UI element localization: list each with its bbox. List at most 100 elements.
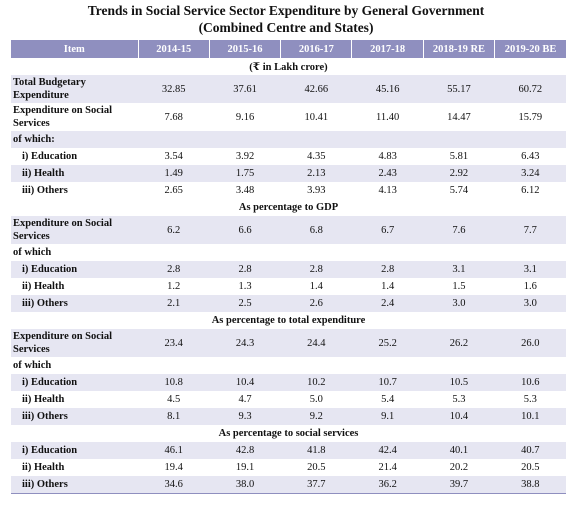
unit-row: (₹ in Lakh crore): [11, 58, 566, 75]
row-label: Total Budgetary Expenditure: [11, 75, 139, 103]
cell-value: 20.5: [307, 462, 326, 473]
title-line-2: (Combined Centre and States): [198, 20, 374, 35]
of-which-row: of which: [11, 244, 566, 261]
header-year: 2016-17: [280, 40, 353, 58]
unit-label: As percentage to total expenditure: [211, 315, 366, 326]
cell-value: 2.13: [280, 165, 352, 182]
cell-value: 60.72: [494, 75, 566, 103]
of-which-row: of which:: [11, 131, 566, 148]
title-line-1: Trends in Social Service Sector Expendit…: [87, 3, 485, 18]
row-label: i) Education: [11, 261, 139, 278]
unit-row: As percentage to total expenditure: [11, 312, 566, 329]
table-row: iii) Others 2.65 3.48 3.93 4.13 5.74 6.12: [11, 182, 566, 199]
cell-value: 10.6: [494, 374, 566, 391]
cell-value: 3.0: [423, 295, 495, 312]
cell-value: 1.4: [309, 281, 323, 292]
cell-value: 8.1: [138, 408, 210, 425]
cell-value: 4.35: [307, 151, 326, 162]
cell-value: 1.75: [209, 165, 281, 182]
row-label: ii) Health: [22, 462, 65, 473]
cell-value: 5.0: [309, 394, 323, 405]
cell-value: 10.4: [423, 408, 495, 425]
unit-row: As percentage to GDP: [11, 199, 566, 216]
table-row: ii) Health 1.49 1.75 2.13 2.43 2.92 3.24: [11, 165, 566, 182]
cell-value: 45.16: [351, 75, 424, 103]
cell-value: 10.7: [351, 374, 424, 391]
table-row: Expenditure on Social Services 6.2 6.6 6.8 6…: [11, 216, 566, 244]
cell-value: 20.5: [521, 462, 540, 473]
cell-value: 2.92: [423, 165, 495, 182]
unit-label: As percentage to GDP: [238, 202, 339, 213]
cell-value: 3.24: [494, 165, 566, 182]
cell-value: 10.2: [280, 374, 352, 391]
row-label: ii) Health: [22, 394, 65, 405]
row-label: Expenditure on Social Services: [11, 216, 139, 244]
cell-value: 32.85: [138, 75, 210, 103]
cell-value: 26.0: [494, 329, 566, 357]
unit-label: (₹ in Lakh crore): [249, 61, 328, 73]
table-row: i) Education 46.1 42.8 41.8 42.4 40.1 40.7: [11, 442, 566, 459]
cell-value: 1.6: [523, 281, 537, 292]
cell-value: 9.16: [235, 111, 255, 123]
header-year: 2017-18: [351, 40, 424, 58]
cell-value: 10.5: [423, 374, 495, 391]
cell-value: 1.49: [138, 165, 210, 182]
cell-value: 9.2: [280, 408, 352, 425]
cell-value: 15.79: [518, 111, 543, 123]
table-row: Expenditure on Social Services 7.68 9.16 10…: [11, 103, 566, 131]
cell-value: 4.7: [238, 394, 252, 405]
cell-value: 7.68: [164, 111, 183, 123]
cell-value: 6.12: [521, 185, 540, 196]
table-row: Expenditure on Social Services 23.4 24.3 24…: [11, 329, 566, 357]
row-label: ii) Health: [11, 165, 139, 182]
row-label: iii) Others: [11, 408, 139, 425]
table-row: iii) Others 2.1 2.5 2.6 2.4 3.0 3.0: [11, 295, 566, 312]
row-label: ii) Health: [22, 281, 65, 292]
cell-value: 24.4: [280, 329, 352, 357]
cell-value: 41.8: [280, 442, 352, 459]
expenditure-table: Item 2014-15 2015-16 2016-17 2017-18 201…: [11, 40, 566, 494]
cell-value: 42.4: [351, 442, 424, 459]
cell-value: 10.1: [494, 408, 566, 425]
cell-value: 25.2: [351, 329, 424, 357]
unit-row: As percentage to social services: [11, 425, 566, 442]
cell-value: 5.74: [449, 185, 469, 196]
row-label: iii) Others: [22, 185, 68, 196]
cell-value: 38.8: [494, 476, 566, 494]
table-row: ii) Health 1.2 1.3 1.4 1.4 1.5 1.6: [11, 278, 566, 295]
cell-value: 21.4: [378, 462, 397, 473]
cell-value: 3.0: [494, 295, 566, 312]
of-which-label: of which: [13, 360, 52, 371]
table-row: iii) Others 8.1 9.3 9.2 9.1 10.4 10.1: [11, 408, 566, 425]
cell-value: 42.8: [209, 442, 281, 459]
cell-value: 37.61: [209, 75, 281, 103]
cell-value: 42.66: [280, 75, 352, 103]
cell-value: 2.43: [351, 165, 424, 182]
table-row: i) Education 3.54 3.92 4.35 4.83 5.81 6.43: [11, 148, 566, 165]
cell-value: 14.47: [447, 111, 471, 123]
row-label: i) Education: [11, 442, 139, 459]
cell-value: 3.1: [423, 261, 495, 278]
cell-value: 5.3: [452, 394, 466, 405]
cell-value: 26.2: [423, 329, 495, 357]
cell-value: 4.83: [378, 151, 397, 162]
row-label: i) Education: [11, 374, 139, 391]
cell-value: 2.65: [164, 185, 183, 196]
cell-value: 2.6: [280, 295, 352, 312]
cell-value: 3.1: [494, 261, 566, 278]
cell-value: 1.4: [381, 281, 395, 292]
cell-value: 6.7: [351, 216, 424, 244]
cell-value: 2.8: [280, 261, 352, 278]
cell-value: 55.17: [423, 75, 495, 103]
header-row: Item 2014-15 2015-16 2016-17 2017-18 201…: [11, 40, 566, 58]
cell-value: 2.1: [138, 295, 210, 312]
cell-value: 6.2: [138, 216, 210, 244]
table-row: ii) Health 4.5 4.7 5.0 5.4 5.3 5.3: [11, 391, 566, 408]
cell-value: 19.1: [235, 462, 255, 473]
cell-value: 1.2: [167, 281, 181, 292]
of-which-label: of which:: [11, 131, 566, 148]
cell-value: 7.6: [423, 216, 495, 244]
cell-value: 1.3: [238, 281, 252, 292]
cell-value: 1.5: [452, 281, 466, 292]
cell-value: 2.4: [351, 295, 424, 312]
